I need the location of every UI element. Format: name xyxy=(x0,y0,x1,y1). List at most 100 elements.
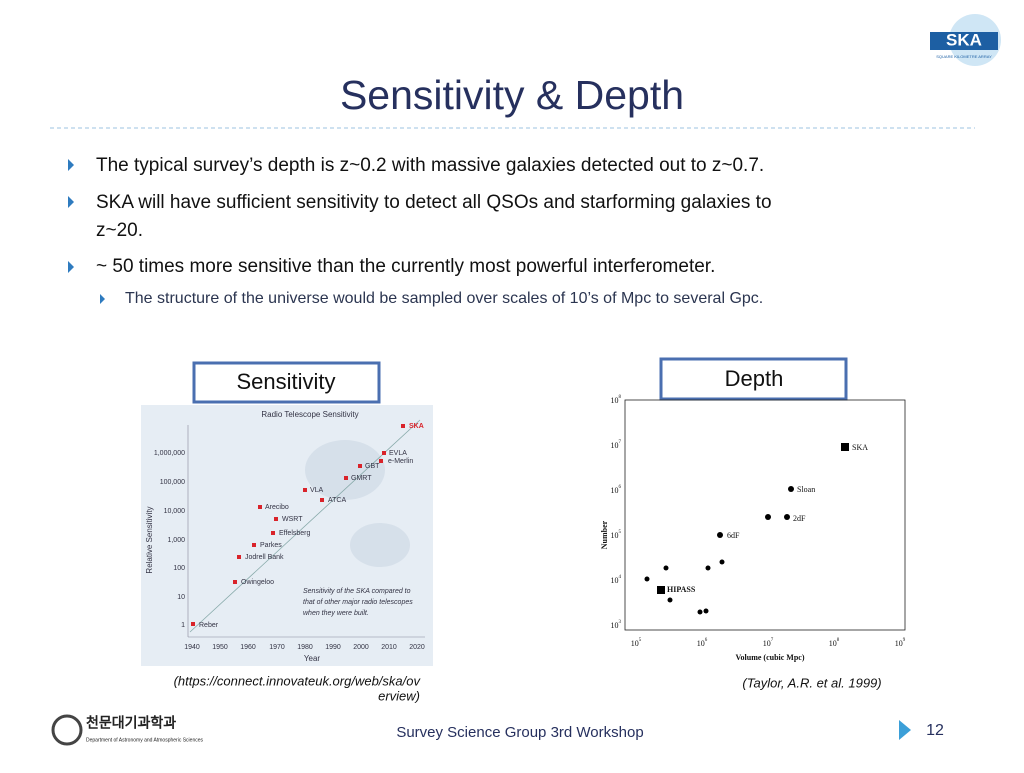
y-tick-label: 105 xyxy=(611,530,622,540)
tick-exp: 3 xyxy=(619,620,622,625)
logo-tagline: SQUARE KILOMETRE ARRAY xyxy=(936,54,992,59)
y-tick-label: 100 xyxy=(173,565,185,572)
slide-title: Sensitivity & Depth xyxy=(340,72,684,118)
y-tick-label: 103 xyxy=(611,620,622,630)
sensitivity-figure: Radio Telescope Sensitivity 1,000,000 10… xyxy=(141,405,433,666)
y-tick-label: 1 xyxy=(181,622,185,629)
marker xyxy=(258,505,262,509)
bullet-icon xyxy=(68,261,74,273)
x-tick-label: 1960 xyxy=(240,644,256,651)
logo-band xyxy=(930,32,998,50)
y-tick-label: 1,000,000 xyxy=(154,450,185,457)
x-tick-label: 105 xyxy=(631,638,642,648)
y-tick-label: 10,000 xyxy=(164,508,186,515)
marker xyxy=(303,488,307,492)
depth-figure: 108 107 106 105 104 103 105 106 107 108 … xyxy=(600,395,906,662)
point-label: Jodrell Bank xyxy=(245,554,284,561)
point-label: Owingeloo xyxy=(241,579,274,586)
marker xyxy=(705,565,711,571)
tick-base: 10 xyxy=(611,621,619,630)
point-label: SKA xyxy=(409,423,424,430)
tick-exp: 4 xyxy=(619,575,622,580)
tick-base: 10 xyxy=(631,639,639,648)
bullet-text: ~ 50 times more sensitive than the curre… xyxy=(96,256,715,277)
point-label: Arecibo xyxy=(265,504,289,511)
dept-name-en: Department of Astronomy and Atmospheric … xyxy=(86,737,204,743)
marker xyxy=(401,424,405,428)
logo-name: SKA xyxy=(946,30,982,49)
tick-labels: 108 107 106 105 104 103 105 106 107 108 … xyxy=(611,395,906,648)
dept-name-kr: 천문대기과학과 xyxy=(86,715,176,731)
x-tick-label: 1940 xyxy=(184,644,200,651)
tick-exp: 6 xyxy=(619,485,622,490)
x-axis-label: Year xyxy=(304,654,321,663)
panel-label-box xyxy=(659,357,848,401)
figure-title: Radio Telescope Sensitivity xyxy=(261,410,358,419)
tick-base: 10 xyxy=(611,576,619,585)
point-label: 6dF xyxy=(727,531,740,540)
figure-decoration xyxy=(350,523,410,567)
marker xyxy=(379,459,383,463)
point-label: Reber xyxy=(199,622,219,629)
point-label: 2dF xyxy=(793,514,806,523)
marker xyxy=(233,580,237,584)
tick-exp: 5 xyxy=(619,530,622,535)
x-tick-label: 2020 xyxy=(409,644,425,651)
sub-bullet-text: The structure of the universe would be s… xyxy=(125,290,763,307)
bullet-icon xyxy=(68,196,74,208)
panel-label: Depth xyxy=(725,366,784,391)
marker xyxy=(667,597,673,603)
marker xyxy=(344,476,348,480)
tick-exp: 8 xyxy=(837,638,840,643)
x-tick-label: 106 xyxy=(697,638,708,648)
tick-base: 10 xyxy=(611,396,619,405)
point-label: SKA xyxy=(852,443,868,452)
marker xyxy=(237,555,241,559)
survey-markers xyxy=(644,443,849,615)
logo-emblem xyxy=(51,714,83,746)
point-label: ATCA xyxy=(328,497,346,504)
footer-text: Survey Science Group 3rd Workshop xyxy=(396,724,643,741)
marker xyxy=(657,586,665,594)
marker xyxy=(274,517,278,521)
point-label: EVLA xyxy=(389,450,407,457)
marker xyxy=(271,531,275,535)
tick-exp: 8 xyxy=(619,395,622,400)
y-tick-label: 1,000 xyxy=(167,537,185,544)
y-tick-label: 108 xyxy=(611,395,622,405)
marker xyxy=(765,514,771,520)
plot-frame xyxy=(624,399,906,631)
y-tick-label: 106 xyxy=(611,485,622,495)
department-logo: 천문대기과학과 Department of Astronomy and Atmo… xyxy=(51,714,204,746)
x-tick-label: 1990 xyxy=(325,644,341,651)
figure-note: Sensitivity of the SKA compared to xyxy=(303,588,411,595)
figure-note: when they were built. xyxy=(303,610,369,617)
figure-note: that of other major radio telescopes xyxy=(303,599,413,606)
point-label: Parkes xyxy=(260,542,282,549)
marker xyxy=(252,543,256,547)
point-label: HIPASS xyxy=(667,585,696,594)
tick-base: 10 xyxy=(611,486,619,495)
tick-base: 10 xyxy=(697,639,705,648)
marker xyxy=(663,565,669,571)
point-label: Effelsberg xyxy=(279,530,310,537)
bullet-text: SKA will have sufficient sensitivity to … xyxy=(96,192,772,213)
ska-logo: SKA SQUARE KILOMETRE ARRAY xyxy=(930,14,1001,66)
tick-base: 10 xyxy=(611,441,619,450)
y-tick-label: 104 xyxy=(611,575,622,585)
x-axis-label: Volume (cubic Mpc) xyxy=(735,653,804,662)
y-tick-label: 100,000 xyxy=(160,479,185,486)
marker xyxy=(644,576,650,582)
tick-base: 10 xyxy=(763,639,771,648)
marker xyxy=(703,608,709,614)
marker xyxy=(841,443,849,451)
tick-exp: 5 xyxy=(639,638,642,643)
marker xyxy=(719,559,725,565)
marker xyxy=(784,514,790,520)
bullet-icon xyxy=(100,294,105,304)
marker xyxy=(788,486,794,492)
panel-label: Sensitivity xyxy=(236,369,335,394)
y-tick-label: 10 xyxy=(177,594,185,601)
marker xyxy=(382,451,386,455)
